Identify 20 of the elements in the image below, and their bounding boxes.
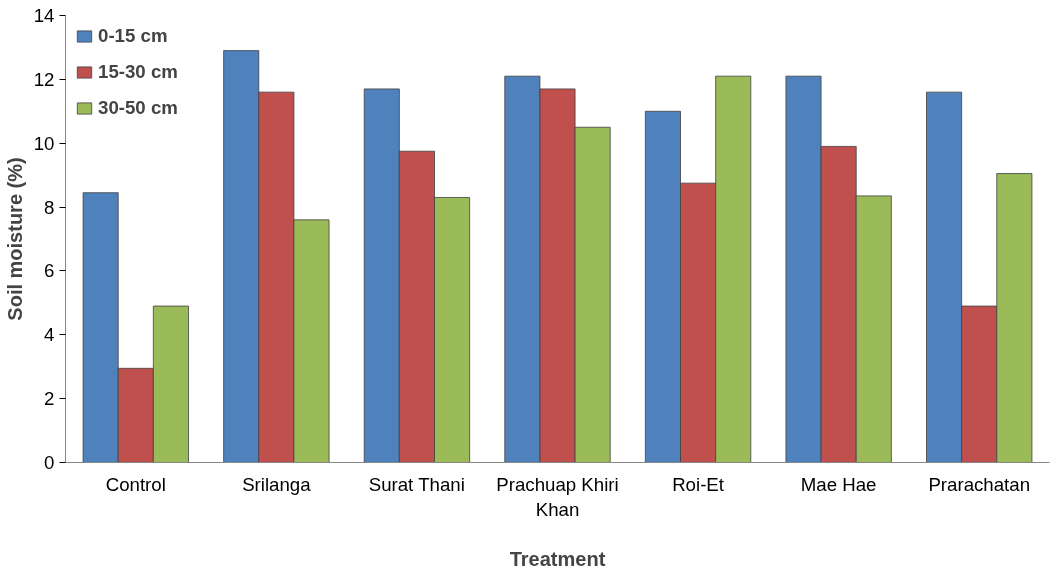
x-tick-label: Srilanga: [242, 473, 312, 495]
x-tick-label: Control: [105, 473, 166, 495]
y-tick-label: 2: [44, 388, 55, 410]
x-tick-label: Mae Hae: [800, 473, 877, 495]
y-tick-label: 6: [44, 260, 55, 282]
y-tick-label: 4: [44, 324, 55, 346]
x-tick-label: Roi-Et: [672, 473, 725, 495]
x-tick-label: Prarachatan: [928, 473, 1031, 495]
y-tick-label: 0: [44, 452, 55, 473]
y-tick-label: 12: [33, 68, 55, 90]
legend-label: 15-30 cm: [98, 61, 178, 83]
x-axis-title: Treatment: [509, 547, 606, 570]
y-tick-label: 8: [44, 196, 55, 218]
x-tick-label: Prachuap Khiri Khan: [496, 473, 619, 520]
x-tick-label: Surat Thani: [368, 473, 465, 495]
legend-label: 30-50 cm: [98, 97, 178, 119]
y-tick-label: 10: [33, 132, 55, 154]
y-tick-label: 14: [33, 5, 55, 26]
legend-label: 0-15 cm: [98, 25, 168, 47]
y-axis-title: Soil moisture (%): [3, 157, 26, 321]
